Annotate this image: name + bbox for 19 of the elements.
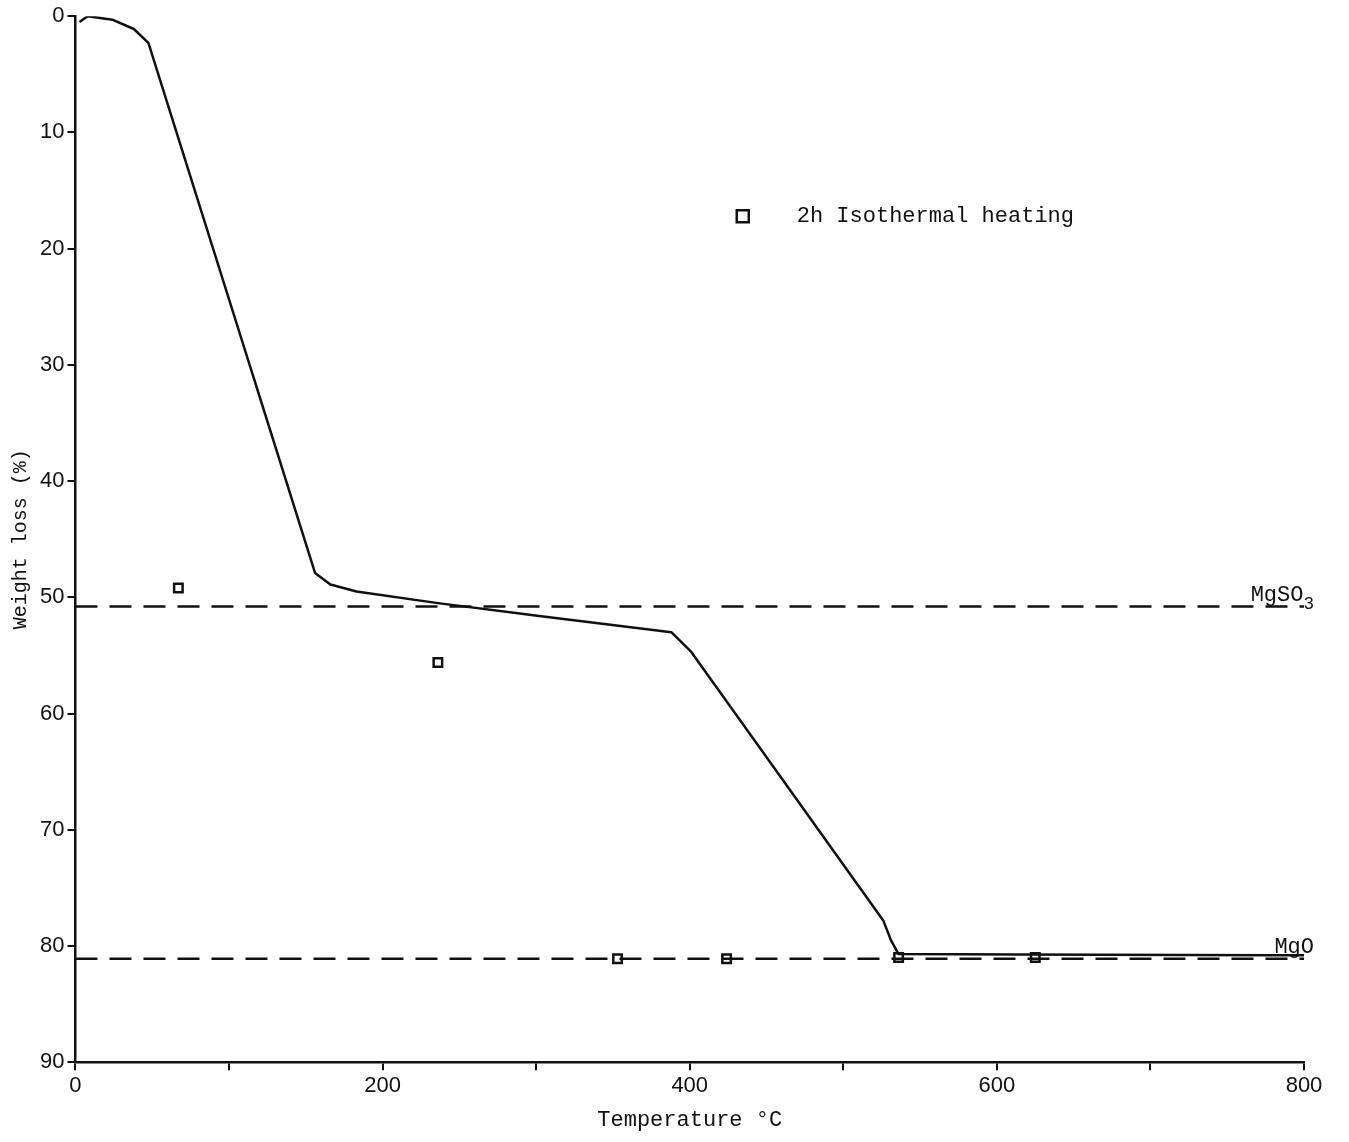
y-tick-label: 0 [52,2,65,28]
x-tick-label: 0 [69,1072,82,1098]
y-tick-label: 20 [39,234,65,260]
y-tick-label: 90 [39,1048,65,1074]
x-tick-label: 600 [978,1072,1016,1098]
y-tick-label: 10 [39,118,65,144]
x-tick-label: 800 [1285,1072,1323,1098]
legend-label: 2h Isothermal heating [796,204,1074,230]
y-tick-label: 50 [39,583,65,609]
y-tick-label: 40 [39,467,65,493]
x-tick-label: 400 [671,1072,709,1098]
y-tick-label: 30 [39,350,65,376]
x-axis-title: Temperature °C [597,1107,783,1133]
y-tick-label: 80 [39,932,65,958]
y-tick-label: 70 [39,815,65,841]
x-tick-label: 200 [364,1072,401,1098]
y-tick-label: 60 [39,699,65,725]
y-axis-title: Weight loss (%) [9,449,33,630]
ref-line-label: MgO [1274,934,1314,960]
